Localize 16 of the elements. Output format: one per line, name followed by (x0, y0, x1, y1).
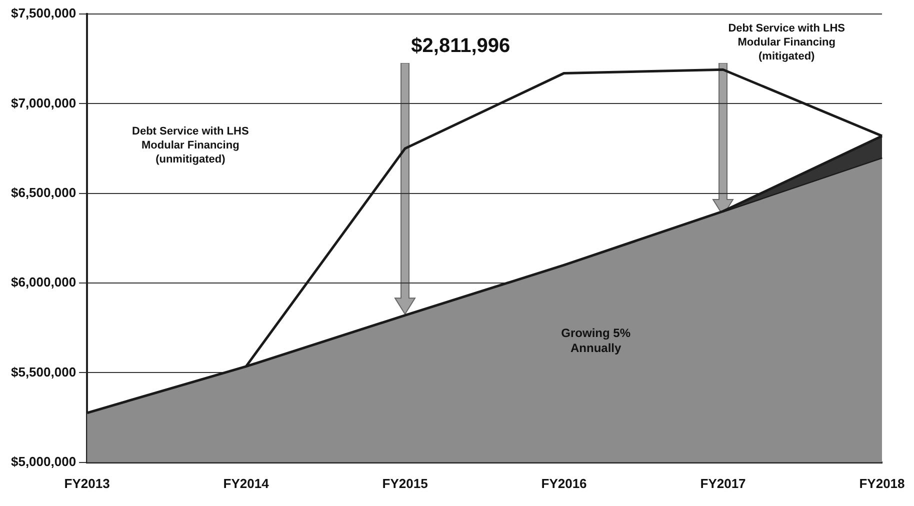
x-tick-label: FY2013 (64, 476, 110, 491)
x-tick-label: FY2014 (223, 476, 270, 491)
annotation: $2,811,996 (411, 34, 510, 57)
y-tick-label: $5,500,000 (10, 364, 76, 380)
annotation: Debt Service with LHS Modular Financing (unmitigated) (132, 126, 249, 166)
y-tick-label: $7,000,000 (10, 95, 76, 110)
annotation: Growing 5% Annually (561, 326, 631, 356)
x-tick-label: FY2015 (382, 476, 428, 491)
x-tick-label: FY2018 (859, 476, 905, 491)
annotation: Debt Service with LHS Modular Financing (mitigated) (728, 22, 845, 62)
y-tick-label: $7,500,000 (10, 6, 76, 21)
y-tick-label: $6,000,000 (10, 274, 76, 290)
y-tick-label: $5,000,000 (10, 454, 76, 469)
x-tick-label: FY2017 (700, 476, 746, 491)
y-tick-label: $6,500,000 (10, 184, 76, 200)
x-tick-label: FY2016 (541, 476, 587, 491)
